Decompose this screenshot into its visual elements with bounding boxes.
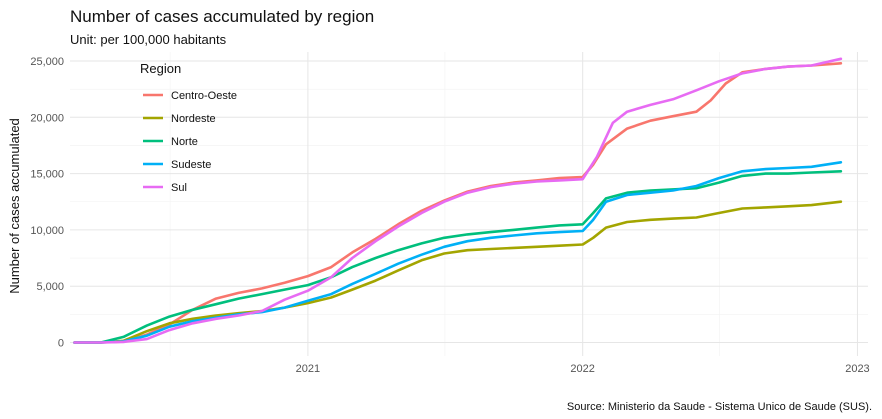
chart-subtitle: Unit: per 100,000 habitants	[70, 32, 227, 47]
y-tick-label: 15,000	[30, 169, 64, 181]
series-lines	[73, 57, 843, 344]
legend-label: Sul	[171, 182, 187, 194]
x-axis-ticks: 2021 2022 2023	[296, 363, 870, 375]
series-line-sul	[73, 57, 843, 344]
legend-label: Centro-Oeste	[171, 90, 237, 102]
x-tick-label: 2022	[570, 363, 594, 375]
series-line-sudeste	[73, 161, 843, 344]
gridlines	[70, 52, 868, 356]
legend-label: Nordeste	[171, 113, 216, 125]
chart-caption: Source: Ministerio da Saude - Sistema Un…	[567, 401, 872, 413]
legend-label: Sudeste	[171, 159, 211, 171]
x-tick-label: 2023	[845, 363, 869, 375]
y-tick-label: 20,000	[30, 112, 64, 124]
y-axis-title: Number of cases accumulated	[7, 118, 22, 294]
series-line-centro-oeste	[73, 62, 843, 344]
y-tick-label: 25,000	[30, 56, 64, 68]
series-line-norte	[73, 170, 843, 344]
x-tick-label: 2021	[296, 363, 320, 375]
y-tick-label: 10,000	[30, 225, 64, 237]
y-axis-ticks: 0 5,000 10,000 15,000 20,000 25,000	[30, 56, 64, 349]
legend: Region Centro-Oeste Nordeste Norte Sudeste S…	[140, 61, 237, 194]
series-line-nordeste	[73, 200, 843, 344]
legend-title: Region	[140, 61, 181, 76]
y-tick-label: 5,000	[36, 281, 64, 293]
y-tick-label: 0	[58, 337, 64, 349]
legend-label: Norte	[171, 136, 198, 148]
chart-title: Number of cases accumulated by region	[70, 7, 374, 26]
